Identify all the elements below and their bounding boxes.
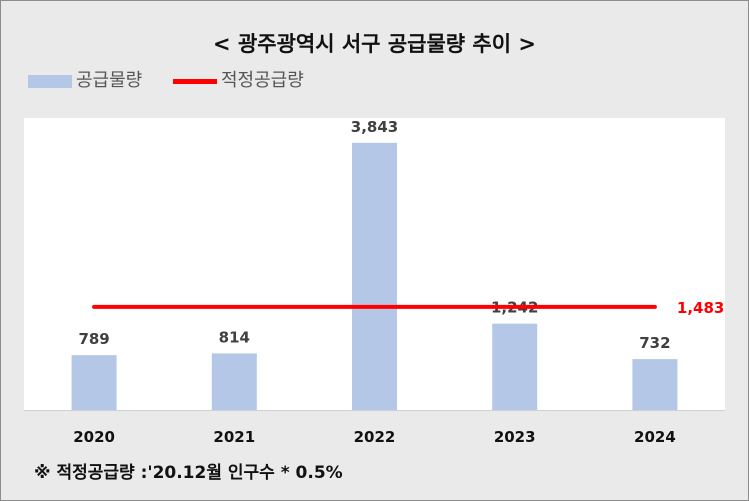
data-label-2022: 3,843 (351, 118, 398, 136)
bar-2021 (211, 353, 257, 410)
legend-label-bar: 공급물량 (76, 70, 143, 91)
legend-item-bar: 공급물량 (28, 66, 142, 92)
legend-swatch-line (173, 78, 217, 84)
x-tick-label-2022: 2022 (354, 428, 396, 446)
chart-title: < 광주광역시 서구 공급물량 추이 > (213, 32, 536, 56)
bar-2020 (71, 355, 117, 410)
chart-footnote: ※ 적정공급량 :'20.12월 인구수 * 0.5% (34, 463, 343, 483)
legend-item-line: 적정공급량 (173, 66, 304, 92)
x-tick-label-2024: 2024 (634, 428, 676, 446)
bar-2023 (492, 323, 538, 410)
x-tick-label-2023: 2023 (494, 428, 536, 446)
line-value-label: 1,483 (677, 299, 724, 317)
bar-2024 (632, 359, 678, 410)
bar-2022 (352, 142, 397, 410)
x-tick-label-2020: 2020 (73, 428, 115, 446)
x-tick-label-2021: 2021 (213, 428, 255, 446)
legend-label-line: 적정공급량 (221, 70, 304, 91)
data-label-2024: 732 (639, 334, 670, 352)
data-label-2021: 814 (219, 328, 250, 346)
legend-swatch-bar (28, 74, 72, 88)
data-label-2020: 789 (78, 330, 109, 348)
